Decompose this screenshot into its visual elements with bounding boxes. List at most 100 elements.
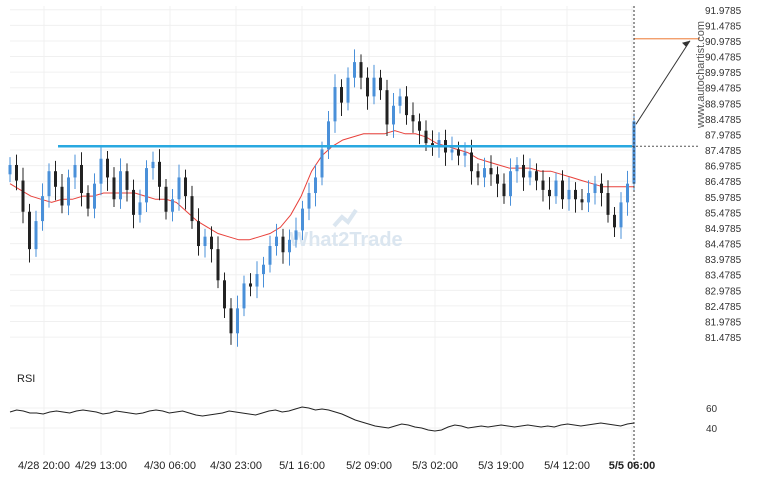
y-tick-label: 81.9785 xyxy=(705,317,742,328)
candle-body xyxy=(535,171,538,181)
arrow-head-icon xyxy=(682,40,690,47)
candle-body xyxy=(314,177,317,194)
rsi-tick-label: 40 xyxy=(706,424,718,435)
rsi-line xyxy=(9,406,635,432)
candle-body xyxy=(47,171,51,197)
candle-body xyxy=(489,168,493,175)
x-tick-label: 5/2 09:00 xyxy=(346,460,392,472)
candle-body xyxy=(346,77,350,103)
candle-body xyxy=(54,171,57,187)
candle-body xyxy=(457,149,460,156)
candle-body xyxy=(398,96,402,106)
candle-body xyxy=(41,196,44,222)
y-tick-label: 88.9785 xyxy=(705,99,742,110)
candle-body xyxy=(541,180,545,190)
candle-body xyxy=(509,171,512,197)
candle-body xyxy=(60,186,64,206)
candle-body xyxy=(288,239,291,253)
candle-body xyxy=(405,96,408,116)
candle-body xyxy=(229,308,233,334)
candles-layer xyxy=(8,49,636,347)
candle-body xyxy=(333,87,337,122)
candle-body xyxy=(8,164,12,175)
candle-body xyxy=(151,161,155,169)
candle-body xyxy=(216,249,220,281)
y-tick-label: 85.4785 xyxy=(705,208,742,219)
y-tick-label: 82.4785 xyxy=(705,302,742,313)
candle-body xyxy=(476,171,480,178)
y-tick-label: 87.4785 xyxy=(705,146,742,157)
candle-body xyxy=(385,90,389,125)
candle-body xyxy=(301,208,304,231)
candle-body xyxy=(366,77,369,97)
x-tick-label: 4/29 13:00 xyxy=(75,460,127,472)
x-tick-label: 5/3 02:00 xyxy=(412,460,458,472)
candle-body xyxy=(515,164,519,172)
projection-arrow xyxy=(635,40,691,125)
x-tick-label: 5/5 06:00 xyxy=(609,460,655,472)
x-tick-label: 5/3 19:00 xyxy=(478,460,524,472)
candle-body xyxy=(431,143,434,147)
x-tick-label: 5/1 16:00 xyxy=(279,460,325,472)
candle-body xyxy=(437,140,441,147)
candle-body xyxy=(184,177,187,197)
candle-body xyxy=(138,202,142,215)
y-tick-label: 87.9785 xyxy=(705,130,742,141)
candle-body xyxy=(372,77,376,97)
y-tick-label: 89.4785 xyxy=(705,84,742,95)
candle-body xyxy=(93,183,96,209)
y-tick-label: 90.4785 xyxy=(705,53,742,64)
candle-body xyxy=(294,230,298,240)
y-tick-label: 83.4785 xyxy=(705,271,742,282)
x-axis: 4/28 20:00 4/29 13:00 4/30 06:00 4/30 23:00… xyxy=(18,460,655,472)
y-tick-label: 84.4785 xyxy=(705,240,742,251)
candle-body xyxy=(210,236,213,250)
candle-body xyxy=(281,236,285,253)
candle-body xyxy=(262,264,265,275)
candle-body xyxy=(353,62,356,78)
candle-body xyxy=(132,189,135,215)
y-tick-label: 86.9785 xyxy=(705,162,742,173)
candle-body xyxy=(145,168,148,203)
candle-body xyxy=(80,164,83,194)
candle-body xyxy=(242,283,246,309)
candle-body xyxy=(21,180,25,212)
y-tick-label: 84.9785 xyxy=(705,224,742,235)
candle-body xyxy=(320,149,324,178)
candle-body xyxy=(613,214,616,228)
candle-body xyxy=(528,171,532,178)
candle-body xyxy=(379,77,382,91)
y-tick-label: 88.4785 xyxy=(705,115,742,126)
candle-body xyxy=(483,168,486,178)
candle-body xyxy=(574,189,577,200)
candle-body xyxy=(15,164,18,181)
candle-body xyxy=(34,221,38,250)
candle-body xyxy=(580,199,584,203)
y-tick-label: 86.4785 xyxy=(705,177,742,188)
candle-body xyxy=(158,161,161,187)
x-tick-label: 4/30 23:00 xyxy=(210,460,262,472)
candle-body xyxy=(626,183,629,203)
candle-body xyxy=(554,180,558,197)
candle-body xyxy=(392,105,395,125)
y-tick-label: 91.4785 xyxy=(705,21,742,32)
candle-body xyxy=(327,121,330,150)
candle-body xyxy=(340,87,343,103)
watermark: What2Trade xyxy=(289,229,402,251)
candle-body xyxy=(632,121,636,184)
candle-body xyxy=(28,211,31,250)
candle-body xyxy=(99,158,103,184)
y-tick-label: 89.9785 xyxy=(705,68,742,79)
candle-body xyxy=(119,171,122,200)
candle-body xyxy=(236,308,239,334)
candle-body xyxy=(67,177,70,206)
candle-body xyxy=(593,183,597,194)
candle-body xyxy=(567,189,571,200)
candle-body xyxy=(561,180,564,200)
candle-body xyxy=(463,152,467,156)
candle-body xyxy=(359,62,363,78)
candle-body xyxy=(606,193,610,215)
candle-body xyxy=(203,236,207,247)
candle-body xyxy=(619,202,623,228)
